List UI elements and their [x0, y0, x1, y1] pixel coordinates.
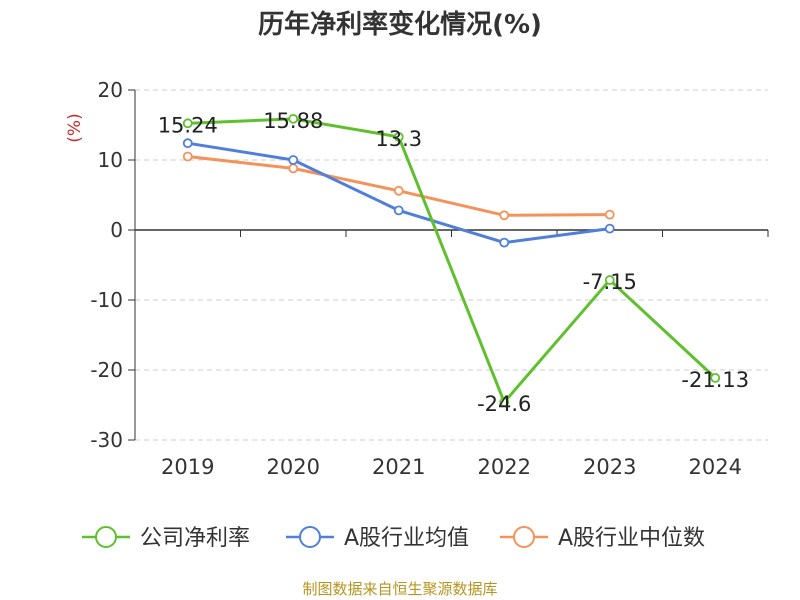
data-point — [710, 373, 721, 383]
data-point — [288, 163, 299, 174]
data-point — [604, 209, 615, 220]
data-label: -21.13 — [681, 368, 749, 392]
data-point — [604, 275, 615, 285]
data-point — [499, 397, 510, 408]
x-tick-label: 2021 — [372, 455, 425, 479]
x-tick-label: 2023 — [583, 455, 636, 479]
data-point — [182, 151, 193, 162]
y-tick-label: 10 — [98, 148, 123, 172]
data-point — [288, 113, 299, 124]
y-tick-label: -10 — [90, 288, 123, 312]
data-point — [182, 118, 193, 129]
x-tick-label: 2020 — [267, 455, 320, 479]
y-axis-label: (%) — [65, 113, 85, 142]
legend-marker — [95, 526, 117, 548]
y-tick-label: 20 — [98, 78, 123, 102]
series-line — [187, 117, 717, 404]
data-label: 15.88 — [263, 109, 323, 133]
data-point — [393, 205, 404, 216]
data-point — [499, 210, 510, 221]
legend-label: A股行业均值 — [344, 526, 469, 551]
y-tick-label: -20 — [90, 358, 123, 382]
x-tick-label: 2022 — [478, 455, 531, 479]
legend-marker — [513, 526, 535, 548]
legend-label: 公司净利率 — [140, 526, 250, 551]
data-label: -24.6 — [477, 392, 531, 416]
data-point — [288, 155, 299, 165]
x-tick-label: 2019 — [161, 455, 214, 479]
y-tick-label: 0 — [110, 218, 123, 242]
source-note: 制图数据来自恒生聚源数据库 — [302, 580, 498, 598]
data-point — [393, 185, 404, 196]
data-label: -7.15 — [583, 270, 637, 294]
x-tick-label: 2024 — [689, 455, 742, 479]
data-point — [393, 131, 404, 142]
data-label: 15.24 — [158, 113, 218, 137]
legend-label: A股行业中位数 — [558, 526, 705, 551]
y-tick-label: -30 — [90, 428, 123, 452]
chart-title: 历年净利率变化情况(%) — [258, 10, 542, 40]
legend-marker — [299, 526, 321, 548]
data-point — [182, 138, 193, 149]
data-point — [604, 223, 615, 234]
data-label: 13.3 — [375, 127, 422, 151]
data-point — [499, 237, 510, 248]
